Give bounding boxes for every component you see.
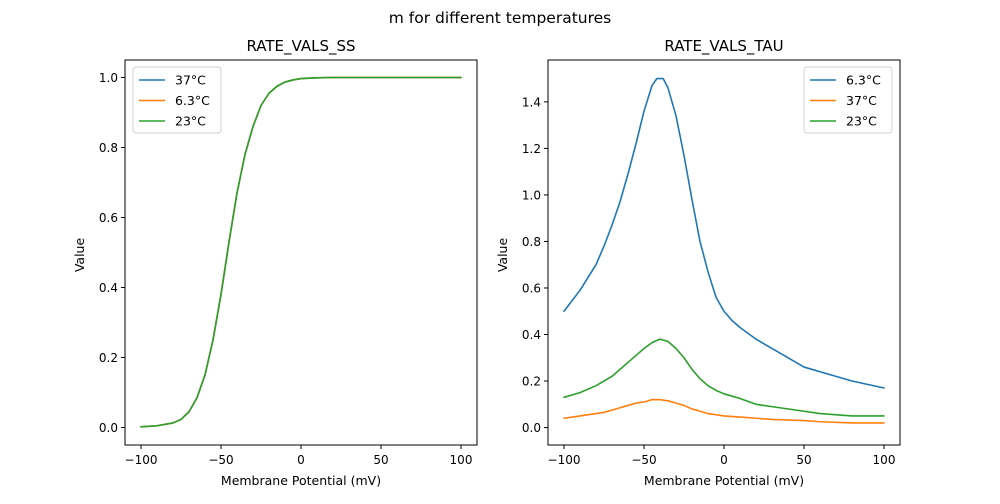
series-lines: [140, 76, 462, 428]
x-tick-label: −50: [208, 453, 233, 467]
legend-label: 37°C: [175, 73, 206, 88]
series-line-23C: [140, 76, 462, 428]
x-tick-label: −100: [125, 453, 158, 467]
y-tick-label: 0.2: [99, 351, 118, 365]
legend-label: 6.3°C: [175, 93, 210, 108]
y-tick-label: 0.6: [522, 281, 541, 295]
x-tick-label: −100: [548, 453, 581, 467]
legend-label: 6.3°C: [846, 73, 881, 88]
legend: 37°C 6.3°C 23°C: [132, 66, 222, 134]
legend-label: 23°C: [175, 114, 206, 129]
y-tick-label: 0.2: [522, 375, 541, 389]
y-tick-label: 0.4: [99, 281, 118, 295]
legend-box: [132, 66, 222, 134]
series-line-23C: [563, 338, 885, 417]
chart-title: RATE_VALS_TAU: [664, 37, 783, 56]
legend-label: 37°C: [846, 93, 877, 108]
series-line-37C: [563, 398, 885, 424]
x-tick-label: 50: [373, 453, 388, 467]
y-tick-label: 0.8: [99, 141, 118, 155]
x-axis-label: Membrane Potential (mV): [644, 473, 804, 488]
legend: 6.3°C 37°C 23°C: [803, 66, 893, 134]
y-tick-label: 0.6: [99, 211, 118, 225]
y-axis-label: Value: [495, 238, 510, 273]
y-tick-label: 1.4: [522, 95, 541, 109]
x-tick-label: 50: [796, 453, 811, 467]
y-tick-label: 1.0: [99, 71, 118, 85]
chart-rate-vals-ss: RATE_VALS_SS Membrane Potential (mV) Val…: [72, 37, 478, 488]
chart-rate-vals-tau: RATE_VALS_TAU Membrane Potential (mV) Va…: [495, 37, 901, 488]
y-tick-label: 1.2: [522, 142, 541, 156]
x-tick-label: 100: [873, 453, 896, 467]
x-axis-label: Membrane Potential (mV): [221, 473, 381, 488]
y-axis-label: Value: [72, 238, 87, 273]
figure-suptitle: m for different temperatures: [389, 9, 612, 27]
y-tick-label: 1.0: [522, 188, 541, 202]
x-tick-label: −50: [631, 453, 656, 467]
legend-box: [803, 66, 893, 134]
x-tick-label: 0: [720, 453, 728, 467]
x-tick-label: 0: [297, 453, 305, 467]
x-tick-label: 100: [450, 453, 473, 467]
y-tick-label: 0.8: [522, 235, 541, 249]
legend-label: 23°C: [846, 114, 877, 129]
chart-title: RATE_VALS_SS: [246, 37, 355, 56]
y-tick-label: 0.0: [522, 421, 541, 435]
series-line-6-3C: [563, 77, 885, 389]
y-tick-label: 0.4: [522, 328, 541, 342]
series-lines: [563, 77, 885, 424]
y-tick-label: 0.0: [99, 421, 118, 435]
